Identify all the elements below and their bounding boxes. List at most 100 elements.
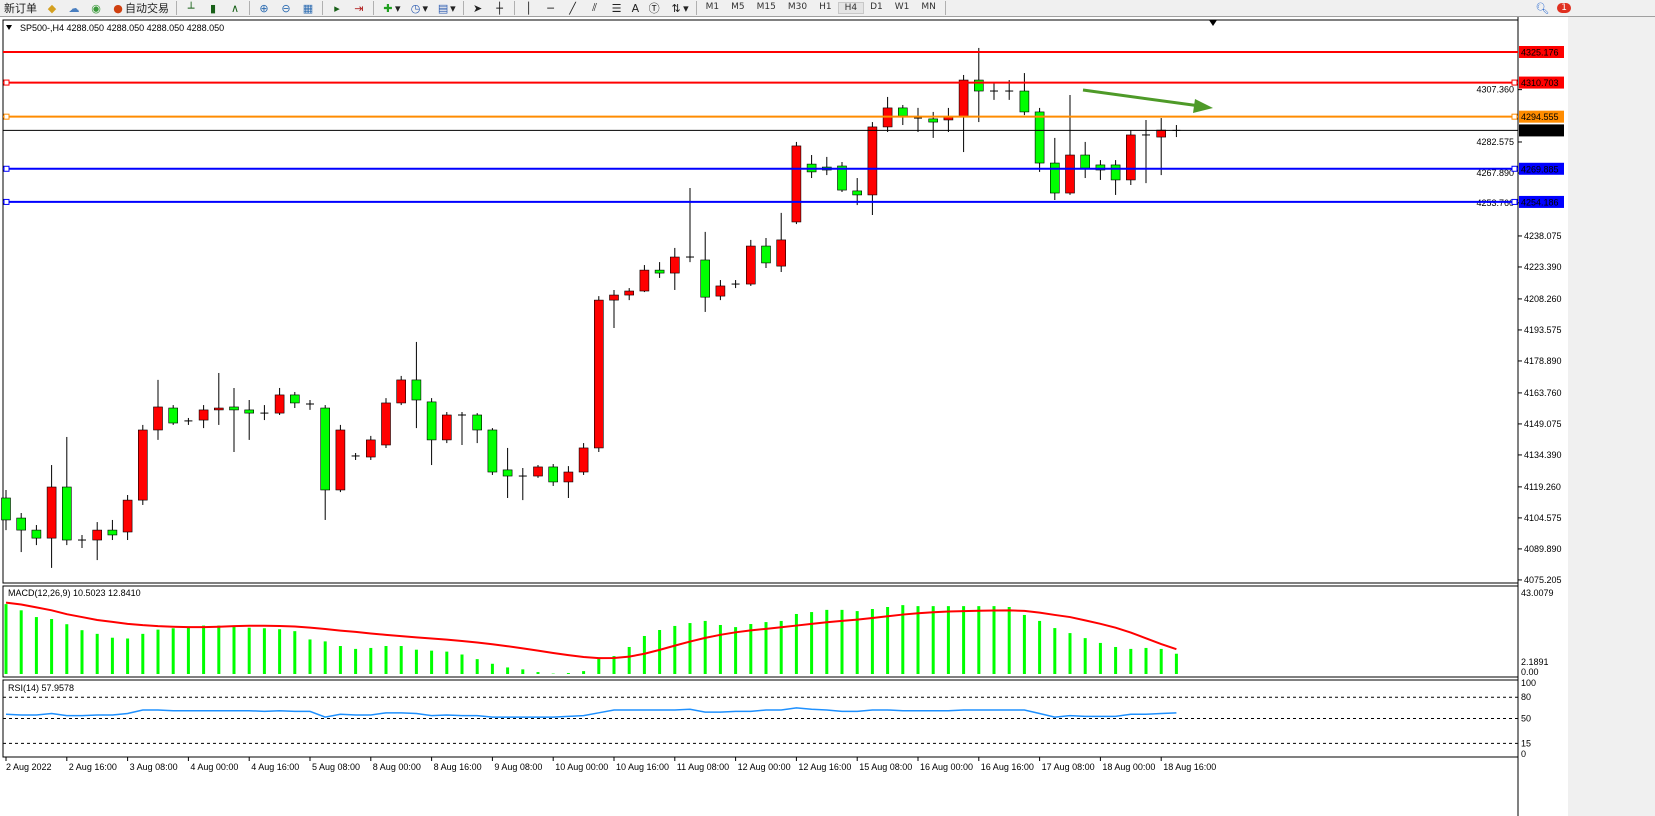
candle[interactable] xyxy=(548,463,559,486)
chart-shift-marker-icon[interactable] xyxy=(1209,20,1217,26)
candle[interactable] xyxy=(624,288,635,301)
periods-icon[interactable]: ◷ ▾ xyxy=(410,1,429,15)
candle[interactable] xyxy=(46,465,57,568)
horizontal-line-icon[interactable]: ─ xyxy=(547,1,554,15)
candle[interactable] xyxy=(533,465,543,478)
candle[interactable] xyxy=(745,239,756,286)
candle[interactable] xyxy=(776,212,787,273)
candle[interactable] xyxy=(654,262,665,278)
notifications-button[interactable]: 1 xyxy=(1553,0,1575,16)
level-anchor-handle[interactable] xyxy=(3,79,10,86)
candle[interactable] xyxy=(1019,73,1030,116)
zoom-in-icon[interactable]: ⊕ xyxy=(259,1,269,15)
candle[interactable] xyxy=(1126,130,1136,186)
timeframe-m5[interactable]: M5 xyxy=(731,2,745,12)
timeframe-h1[interactable]: H1 xyxy=(819,2,832,12)
autotrading-button[interactable]: ● 自动交易 xyxy=(107,0,173,16)
candle[interactable] xyxy=(184,417,193,425)
candle[interactable] xyxy=(381,398,391,448)
candle[interactable] xyxy=(31,525,42,546)
candle[interactable] xyxy=(1110,160,1121,195)
level-anchor-handle[interactable] xyxy=(1511,79,1518,86)
trendline-icon[interactable]: ╱ xyxy=(569,1,576,15)
candle[interactable] xyxy=(92,522,102,561)
candle[interactable] xyxy=(138,424,148,505)
tile-windows-icon[interactable]: ▦ xyxy=(302,1,314,15)
new-order-button[interactable]: 新订单 xyxy=(4,2,37,15)
candle[interactable] xyxy=(761,238,771,269)
crosshair-icon[interactable]: ┼ xyxy=(496,1,503,15)
candle[interactable] xyxy=(593,296,604,452)
candle[interactable] xyxy=(274,387,285,415)
candle[interactable] xyxy=(487,428,498,475)
candle[interactable] xyxy=(518,468,527,501)
candle[interactable] xyxy=(837,161,847,192)
level-anchor-handle[interactable] xyxy=(3,198,10,205)
candle[interactable] xyxy=(411,341,422,429)
candle[interactable] xyxy=(396,375,407,406)
candle[interactable] xyxy=(472,413,483,444)
candle[interactable] xyxy=(229,387,239,452)
trend-arrow-line[interactable] xyxy=(1082,88,1201,108)
candle[interactable] xyxy=(122,495,133,541)
candle[interactable] xyxy=(852,178,863,206)
level-anchor-handle[interactable] xyxy=(3,165,10,172)
candle[interactable] xyxy=(244,400,254,440)
text-label-icon[interactable]: Ⓣ xyxy=(648,2,660,15)
candle[interactable] xyxy=(731,280,740,289)
candle[interactable] xyxy=(686,187,694,263)
level-anchor-handle[interactable] xyxy=(3,113,10,120)
candle[interactable] xyxy=(1034,107,1045,172)
candle[interactable] xyxy=(335,424,346,493)
candle[interactable] xyxy=(441,412,452,444)
candle[interactable] xyxy=(214,372,224,425)
timeframe-m1[interactable]: M1 xyxy=(705,2,720,12)
fibonacci-icon[interactable]: ☰ xyxy=(611,1,622,15)
candle[interactable] xyxy=(715,280,726,301)
text-icon[interactable]: A xyxy=(631,1,640,15)
collapse-icon[interactable] xyxy=(6,25,12,30)
line-chart-icon[interactable]: ∧ xyxy=(230,1,240,15)
candle[interactable] xyxy=(1065,95,1075,195)
candle[interactable] xyxy=(306,400,314,410)
candle[interactable] xyxy=(320,405,331,520)
vertical-line-icon[interactable]: │ xyxy=(525,1,532,15)
candlestick-icon[interactable]: ▮ xyxy=(209,1,217,15)
timeframe-m30[interactable]: M30 xyxy=(787,2,808,12)
candle[interactable] xyxy=(351,453,360,460)
bar-chart-icon[interactable]: ┴ xyxy=(187,1,195,15)
timeframe-w1[interactable]: W1 xyxy=(894,2,910,12)
signal-icon[interactable]: ◉ xyxy=(91,1,101,15)
autoscroll-icon[interactable]: ▸ xyxy=(334,1,340,15)
timeframe-mn[interactable]: MN xyxy=(921,2,936,12)
chart-window[interactable]: SP500-,H4 4288.050 4288.050 4288.050 428… xyxy=(0,17,1655,816)
gold-icon[interactable]: ◆ xyxy=(47,1,57,15)
candle[interactable] xyxy=(16,512,27,553)
candle[interactable] xyxy=(1095,160,1106,180)
candle[interactable] xyxy=(198,405,209,429)
level-anchor-handle[interactable] xyxy=(1511,113,1518,120)
cloud-icon[interactable]: ☁ xyxy=(68,1,80,15)
candle[interactable] xyxy=(669,247,680,290)
level-anchor-handle[interactable] xyxy=(1511,165,1518,172)
candle[interactable] xyxy=(289,391,300,409)
templates-icon[interactable]: ▤ ▾ xyxy=(437,1,456,15)
candle[interactable] xyxy=(260,405,269,421)
candle[interactable] xyxy=(639,265,650,293)
candle[interactable] xyxy=(61,436,72,546)
zoom-out-icon[interactable]: ⊖ xyxy=(281,1,291,15)
candle[interactable] xyxy=(609,289,619,328)
candle[interactable] xyxy=(791,141,802,225)
candle[interactable] xyxy=(107,519,118,541)
timeframe-m15[interactable]: M15 xyxy=(756,2,776,12)
shapes-icon[interactable]: ⇅ ▾ xyxy=(671,1,689,15)
candle[interactable] xyxy=(502,447,513,498)
candle[interactable] xyxy=(153,379,163,440)
candle[interactable] xyxy=(365,435,376,460)
candle[interactable] xyxy=(700,231,711,312)
indicators-icon[interactable]: ✚ ▾ xyxy=(383,1,401,15)
candle[interactable] xyxy=(78,534,86,549)
candle[interactable] xyxy=(168,405,178,425)
cursor-icon[interactable]: ➤ xyxy=(472,1,483,15)
timeframe-h4[interactable]: H4 xyxy=(837,2,865,14)
